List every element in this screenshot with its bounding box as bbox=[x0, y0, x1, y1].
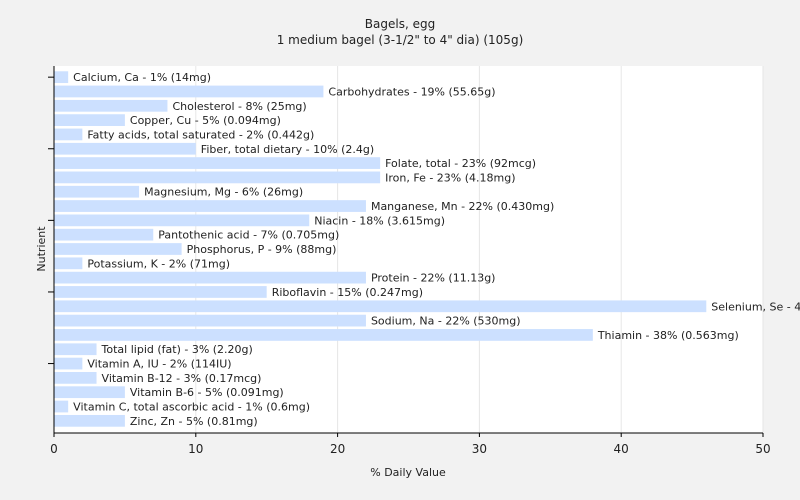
chart-subtitle: 1 medium bagel (3-1/2" to 4" dia) (105g) bbox=[277, 33, 524, 47]
bar-label: Vitamin B-6 - 5% (0.091mg) bbox=[130, 386, 284, 399]
x-tick-label: 20 bbox=[330, 442, 345, 456]
bar bbox=[54, 343, 97, 356]
bar-label: Protein - 22% (11.13g) bbox=[371, 272, 496, 285]
bar bbox=[54, 314, 366, 327]
bar-label: Niacin - 18% (3.615mg) bbox=[314, 214, 445, 227]
bar bbox=[54, 300, 707, 313]
grid-lines bbox=[195, 66, 764, 433]
bar bbox=[54, 228, 154, 241]
bar bbox=[54, 329, 593, 341]
bar-label: Calcium, Ca - 1% (14mg) bbox=[73, 71, 211, 84]
bar-label: Copper, Cu - 5% (0.094mg) bbox=[130, 114, 281, 127]
bar-label: Fatty acids, total saturated - 2% (0.442… bbox=[87, 128, 314, 141]
bar bbox=[54, 171, 381, 184]
bar-label: Manganese, Mn - 22% (0.430mg) bbox=[371, 200, 554, 213]
bar-label: Iron, Fe - 23% (4.18mg) bbox=[385, 171, 515, 184]
bar-label: Cholesterol - 8% (25mg) bbox=[172, 100, 306, 113]
bar-label: Selenium, Se - 46% (32.1mcg) bbox=[711, 300, 800, 313]
bar bbox=[54, 114, 125, 126]
bar bbox=[54, 85, 324, 98]
x-tick-label: 40 bbox=[614, 442, 629, 456]
bar bbox=[54, 243, 182, 255]
bar-label: Magnesium, Mg - 6% (26mg) bbox=[144, 186, 303, 199]
x-tick-label: 30 bbox=[472, 442, 487, 456]
bar-label: Thiamin - 38% (0.563mg) bbox=[597, 329, 739, 342]
bar bbox=[54, 99, 168, 112]
bar bbox=[54, 185, 140, 198]
y-axis-title: Nutrient bbox=[35, 226, 48, 272]
bar-label: Total lipid (fat) - 3% (2.20g) bbox=[101, 343, 253, 356]
bar bbox=[54, 71, 69, 84]
bar bbox=[54, 257, 83, 270]
x-tick-label: 10 bbox=[188, 442, 203, 456]
bar bbox=[54, 214, 310, 227]
bar bbox=[54, 357, 83, 370]
bar bbox=[54, 286, 267, 298]
x-tick-label: 50 bbox=[755, 442, 770, 456]
chart-title: Bagels, egg bbox=[365, 17, 435, 31]
bar bbox=[54, 200, 366, 212]
bar bbox=[54, 372, 97, 384]
bar-label: Sodium, Na - 22% (530mg) bbox=[371, 315, 521, 328]
bar bbox=[54, 400, 69, 413]
bar-label: Potassium, K - 2% (71mg) bbox=[87, 257, 230, 270]
bar bbox=[54, 157, 381, 169]
bar bbox=[54, 386, 125, 399]
x-tick-label: 0 bbox=[50, 442, 58, 456]
bar-label: Vitamin B-12 - 3% (0.17mcg) bbox=[102, 372, 262, 385]
bar-label: Vitamin C, total ascorbic acid - 1% (0.6… bbox=[73, 401, 310, 414]
axes: 0 10 20 30 40 50 bbox=[48, 66, 771, 456]
bar-label: Pantothenic acid - 7% (0.705mg) bbox=[158, 229, 339, 242]
bar bbox=[54, 414, 125, 427]
bar-label: Riboflavin - 15% (0.247mg) bbox=[272, 286, 423, 299]
bar bbox=[54, 142, 196, 155]
bar bbox=[54, 128, 83, 141]
bar-label: Zinc, Zn - 5% (0.81mg) bbox=[130, 415, 258, 428]
bar bbox=[54, 271, 366, 284]
bar-label: Phosphorus, P - 9% (88mg) bbox=[187, 243, 337, 256]
bar-label: Fiber, total dietary - 10% (2.4g) bbox=[201, 143, 374, 156]
x-axis-title: % Daily Value bbox=[370, 466, 446, 479]
bars: Calcium, Ca - 1% (14mg) Carbohydrates - 1… bbox=[54, 71, 800, 428]
bar-label: Carbohydrates - 19% (55.65g) bbox=[328, 85, 495, 98]
bar-label: Folate, total - 23% (92mcg) bbox=[385, 157, 536, 170]
bar-label: Vitamin A, IU - 2% (114IU) bbox=[87, 358, 231, 371]
